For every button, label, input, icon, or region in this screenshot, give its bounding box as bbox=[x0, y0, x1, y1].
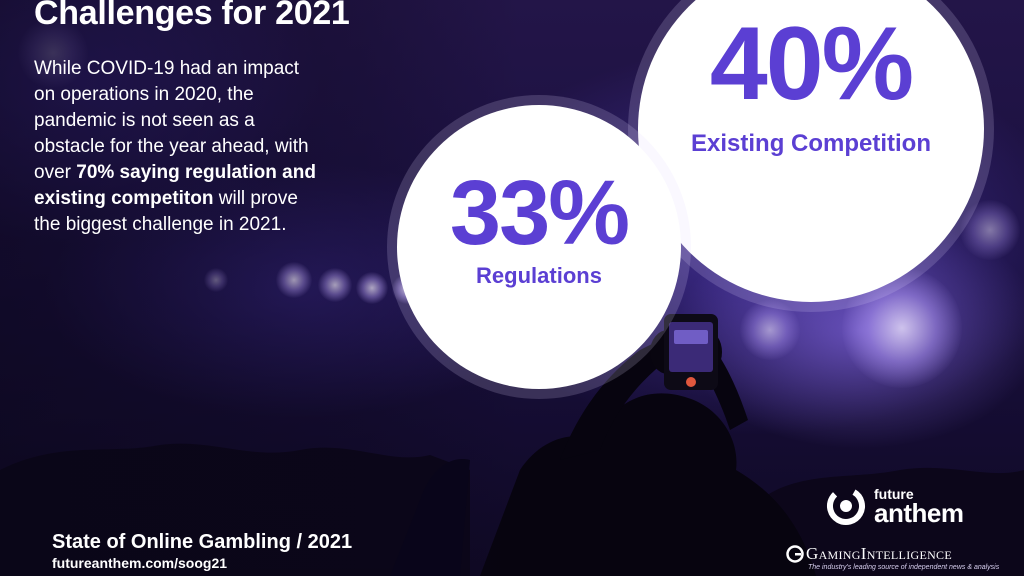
stat-value: 33% bbox=[449, 162, 630, 264]
stat-value: 40% bbox=[709, 6, 914, 122]
summary-line: the biggest challenge in 2021. bbox=[34, 214, 287, 235]
stat-label: Regulations bbox=[476, 263, 602, 288]
stat-circle-existing-competition: 40% Existing Competition bbox=[638, 0, 984, 302]
gaming-intelligence-tagline: The industry's leading source of indepen… bbox=[808, 564, 1000, 571]
summary-line: obstacle for the year ahead, with bbox=[34, 136, 309, 157]
summary-line: on operations in 2020, the bbox=[34, 84, 254, 105]
gaming-intelligence-logo-icon bbox=[786, 545, 804, 563]
report-url: futureanthem.com/soog21 bbox=[52, 555, 228, 571]
summary-emphasis: existing competiton bbox=[34, 188, 214, 209]
gaming-intelligence-logo: GamingIntelligence The industry's leadin… bbox=[786, 543, 999, 573]
future-anthem-logo-bottom: anthem bbox=[874, 498, 964, 528]
stat-circle-regulations: 33% Regulations bbox=[397, 105, 681, 389]
summary-paragraph: While COVID-19 had an impact on operatio… bbox=[34, 56, 394, 238]
report-title: State of Online Gambling / 2021 bbox=[52, 531, 353, 553]
gaming-intelligence-name: GamingIntelligence bbox=[806, 544, 952, 563]
summary-line: will prove bbox=[213, 188, 298, 209]
summary-emphasis: 70% saying regulation and bbox=[76, 162, 316, 183]
summary-line: While COVID-19 had an impact bbox=[34, 58, 300, 79]
future-anthem-logo: future anthem bbox=[826, 486, 986, 530]
future-anthem-logo-icon bbox=[827, 486, 865, 525]
slide-title: Challenges for 2021 bbox=[34, 0, 350, 32]
stat-label: Existing Competition bbox=[691, 130, 931, 157]
future-anthem-logo-top: future bbox=[874, 486, 914, 502]
summary-line: over bbox=[34, 162, 77, 183]
summary-line: pandemic is not seen as a bbox=[34, 110, 255, 131]
